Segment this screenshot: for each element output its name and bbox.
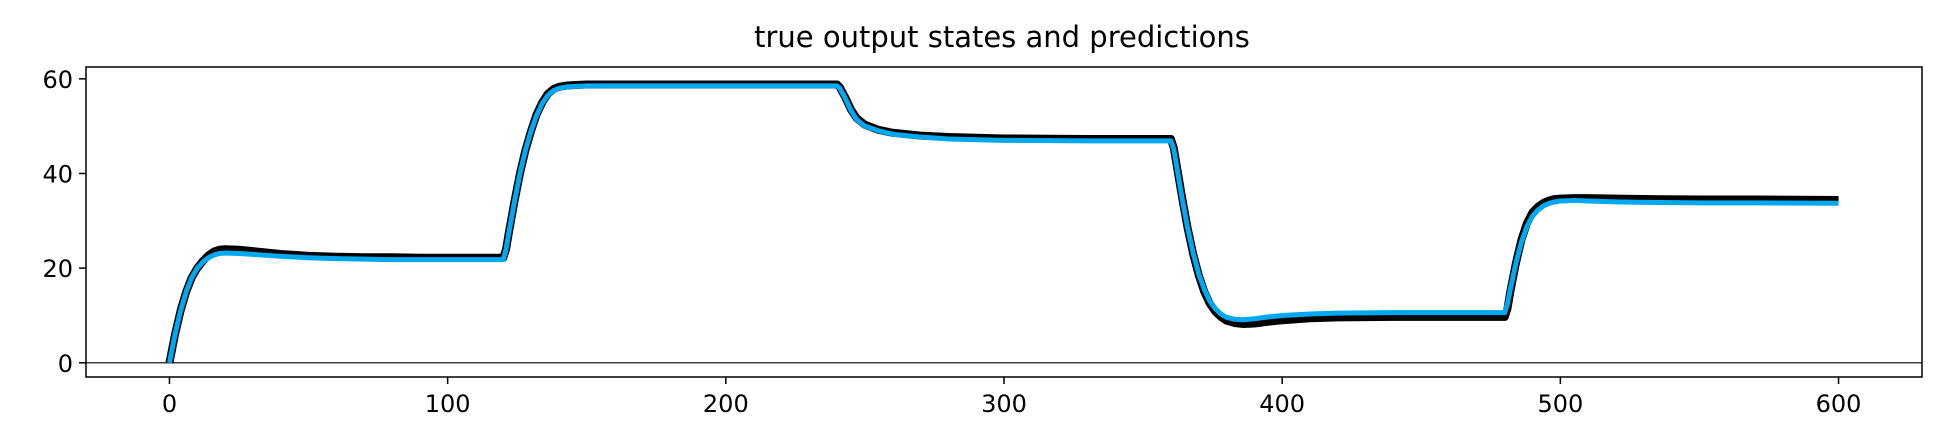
x-tick-label: 0 xyxy=(162,390,177,418)
x-tick-label: 100 xyxy=(425,390,471,418)
y-tick-label: 20 xyxy=(42,255,73,283)
x-tick-label: 400 xyxy=(1259,390,1305,418)
y-tick-label: 60 xyxy=(42,66,73,94)
x-tick-label: 500 xyxy=(1537,390,1583,418)
chart-title: true output states and predictions xyxy=(754,20,1250,54)
x-tick-label: 600 xyxy=(1816,390,1862,418)
y-tick-label: 40 xyxy=(42,160,73,188)
x-tick-label: 200 xyxy=(703,390,749,418)
y-tick-label: 0 xyxy=(58,350,73,378)
x-tick-label: 300 xyxy=(981,390,1027,418)
series-line-1 xyxy=(166,83,1839,364)
